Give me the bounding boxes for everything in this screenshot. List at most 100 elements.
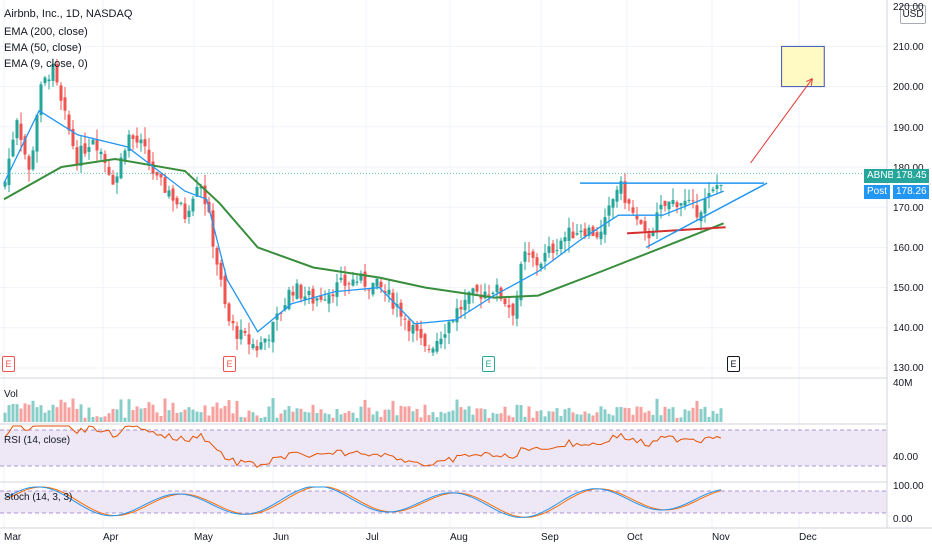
volume-bar — [207, 415, 211, 422]
price-tick: 150.00 — [893, 283, 924, 294]
volume-bar — [183, 409, 187, 422]
volume-bar — [467, 406, 471, 422]
earnings-marker[interactable]: E — [727, 356, 740, 372]
volume-bar — [543, 416, 547, 422]
candle-body — [179, 202, 183, 204]
volume-bar — [47, 410, 51, 422]
volume-bar — [495, 413, 499, 422]
volume-bar — [667, 408, 671, 422]
volume-bar — [403, 406, 407, 422]
volume-bar — [195, 411, 199, 422]
volume-bar — [599, 406, 603, 422]
ema-fast-line — [3, 109, 724, 333]
candle-body — [251, 344, 255, 348]
currency-button[interactable]: USD — [900, 5, 926, 24]
candle-body — [575, 233, 579, 235]
candle-body — [219, 262, 223, 280]
indicator-ema-200[interactable]: EMA (200, close) — [4, 26, 88, 38]
volume-bar — [255, 415, 259, 422]
volume-bar — [719, 408, 723, 422]
volume-bars — [3, 398, 723, 422]
candle-body — [695, 205, 699, 218]
candle-body — [599, 231, 603, 240]
volume-bar — [619, 407, 623, 422]
candle-body — [703, 198, 707, 214]
volume-bar — [171, 402, 175, 422]
candle-body — [611, 199, 615, 208]
candle-body — [139, 139, 143, 144]
volume-bar — [635, 406, 639, 422]
volume-bar — [655, 398, 659, 422]
volume-bar — [399, 405, 403, 422]
candle-body — [23, 136, 27, 155]
volume-bar — [427, 415, 431, 422]
volume-bar — [123, 417, 127, 422]
candle-body — [247, 334, 251, 345]
volume-bar — [219, 408, 223, 422]
volume-bar — [259, 417, 263, 422]
candle-body — [71, 128, 75, 147]
rising-trendline — [645, 182, 768, 249]
volume-bar — [643, 412, 647, 422]
candle-body — [519, 263, 523, 301]
volume-bar — [39, 405, 43, 422]
volume-bar — [315, 412, 319, 422]
candle-body — [495, 284, 499, 293]
candle-body — [243, 331, 247, 334]
volume-bar — [559, 415, 563, 422]
volume-bar — [303, 411, 307, 422]
rsi-pane-label[interactable]: RSI (14, close) — [4, 435, 71, 446]
candle-body — [515, 297, 519, 319]
volume-bar — [367, 407, 371, 422]
rsi-series — [4, 425, 722, 468]
volume-bar — [435, 417, 439, 422]
candle-body — [147, 149, 151, 164]
volume-bar — [75, 408, 79, 422]
candle-body — [347, 283, 351, 285]
indicator-ema-9[interactable]: EMA (9, close, 0) — [4, 58, 88, 70]
volume-bar — [699, 408, 703, 422]
volume-bar — [323, 413, 327, 422]
time-tick: Jun — [273, 532, 290, 543]
earnings-marker[interactable]: E — [2, 356, 15, 372]
volume-bar — [459, 407, 463, 422]
candle-body — [227, 303, 231, 322]
candle-body — [491, 292, 495, 295]
volume-bar — [679, 417, 683, 422]
target-arrow-head — [806, 78, 813, 86]
volume-bar — [371, 414, 375, 422]
volume-bar — [471, 414, 475, 422]
volume-bar — [535, 411, 539, 422]
symbol-title[interactable]: Airbnb, Inc., 1D, NASDAQ — [4, 8, 133, 20]
candle-body — [211, 210, 215, 247]
volume-bar — [55, 407, 59, 422]
volume-bar — [579, 414, 583, 422]
volume-bar — [443, 413, 447, 422]
candle-body — [351, 279, 355, 286]
volume-bar — [379, 416, 383, 422]
volume-bar — [563, 409, 567, 422]
candle-body — [267, 339, 271, 341]
earnings-marker[interactable]: E — [482, 356, 495, 372]
candle-body — [379, 281, 383, 288]
volume-pane-label[interactable]: Vol — [4, 389, 18, 400]
candle-body — [659, 204, 663, 210]
candle-body — [299, 284, 303, 299]
candle-body — [259, 342, 263, 350]
earnings-marker[interactable]: E — [223, 356, 236, 372]
candle-body — [15, 120, 19, 139]
stoch-pane-label[interactable]: Stoch (14, 3, 3) — [4, 492, 73, 503]
candle-body — [719, 184, 723, 186]
candle-body — [75, 147, 79, 166]
candle-body — [271, 321, 275, 343]
volume-bar — [603, 409, 607, 422]
candle-body — [55, 64, 59, 83]
indicator-ema-50[interactable]: EMA (50, close) — [4, 42, 82, 54]
volume-bar — [511, 417, 515, 422]
volume-bar — [587, 413, 591, 422]
candle-body — [303, 296, 307, 301]
volume-bar — [43, 412, 47, 422]
candle-body — [583, 228, 587, 237]
candle-body — [151, 161, 155, 174]
